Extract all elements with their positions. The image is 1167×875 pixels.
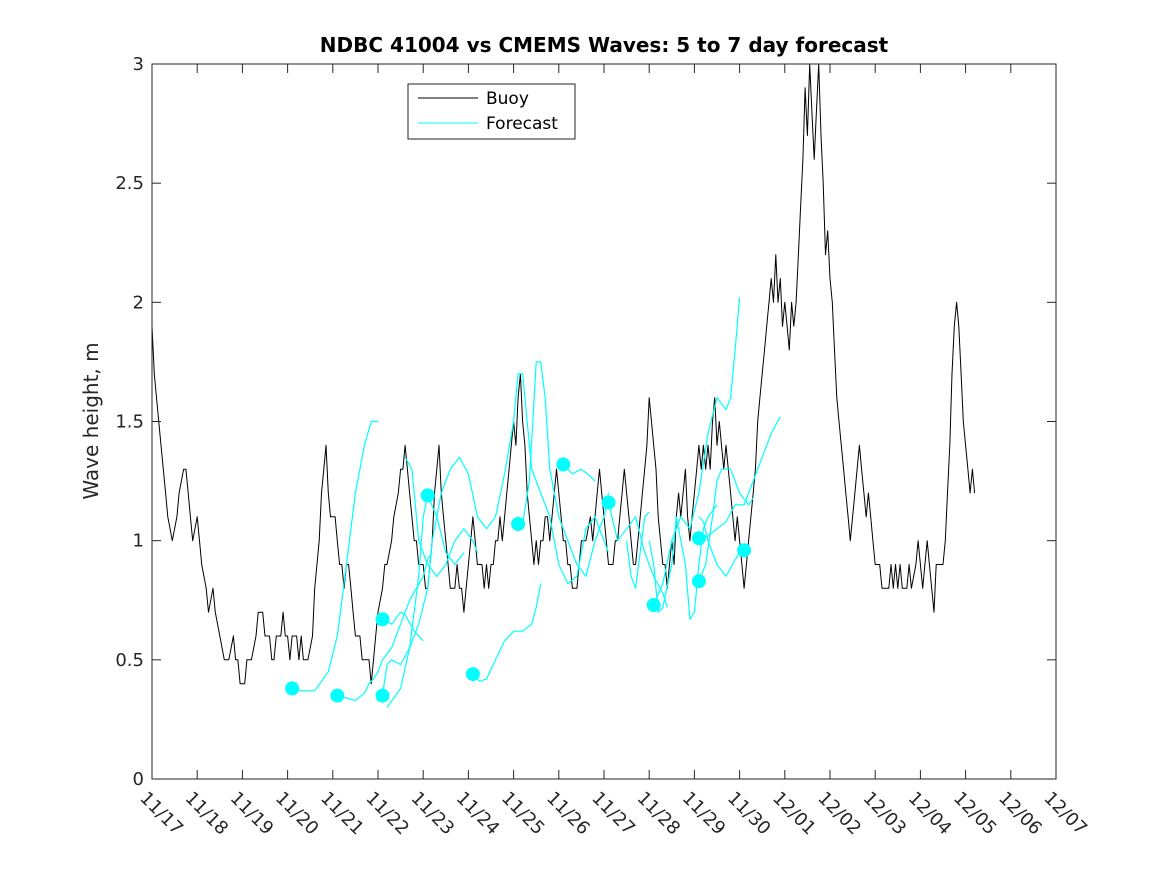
legend-buoy-label: Buoy — [486, 89, 529, 109]
y-tick-label: 3 — [133, 54, 144, 75]
legend: Buoy Forecast — [407, 83, 576, 140]
plot-area — [152, 64, 1056, 779]
series-forecast-line-2 — [337, 552, 433, 701]
series-forecast-line-4 — [382, 611, 424, 642]
series-buoy-line — [151, 63, 976, 685]
forecast-start-point-7 — [511, 517, 526, 531]
y-tick-label: 1.5 — [115, 412, 144, 433]
legend-forecast-label: Forecast — [486, 114, 558, 134]
series-forecast-line-7 — [404, 457, 478, 577]
series-forecast-line-6 — [472, 583, 542, 682]
series-forecast-line-1 — [291, 420, 378, 692]
series-forecast-line-12 — [698, 416, 781, 539]
y-axis-label: Wave height, m — [79, 342, 103, 499]
forecast-start-point-4 — [375, 612, 390, 627]
legend-box — [407, 83, 576, 140]
y-tick-label: 0 — [133, 769, 144, 790]
forecast-start-point-9 — [601, 495, 616, 510]
forecast-start-point-6 — [465, 667, 480, 682]
y-tick-label: 0.5 — [115, 650, 144, 671]
series-layer — [151, 63, 976, 708]
series-forecast-line-10 — [607, 502, 668, 608]
forecast-start-point-1 — [285, 681, 300, 696]
forecast-start-point-3 — [375, 688, 390, 703]
forecast-start-point-11 — [691, 574, 706, 589]
series-forecast-line-9 — [562, 463, 596, 482]
y-tick-label: 1 — [133, 531, 144, 552]
chart-title: NDBC 41004 vs CMEMS Waves: 5 to 7 day fo… — [320, 33, 889, 57]
forecast-start-point-2 — [330, 688, 345, 703]
series-forecast-line-15 — [648, 504, 718, 620]
y-tick-label: 2 — [133, 292, 144, 313]
forecast-start-point-13 — [737, 543, 752, 558]
series-forecast-line-13 — [698, 468, 754, 582]
forecast-start-point-10 — [646, 598, 661, 612]
series-forecast-line-11 — [653, 297, 741, 606]
forecast-start-point-5 — [420, 488, 435, 503]
series-forecast-line-16 — [626, 511, 650, 589]
series-forecast-line-8 — [522, 361, 610, 577]
series-forecast-line-5 — [386, 494, 465, 708]
forecast-start-point-12 — [691, 531, 706, 546]
forecast-start-point-8 — [556, 457, 571, 472]
y-tick-label: 2.5 — [115, 173, 144, 194]
